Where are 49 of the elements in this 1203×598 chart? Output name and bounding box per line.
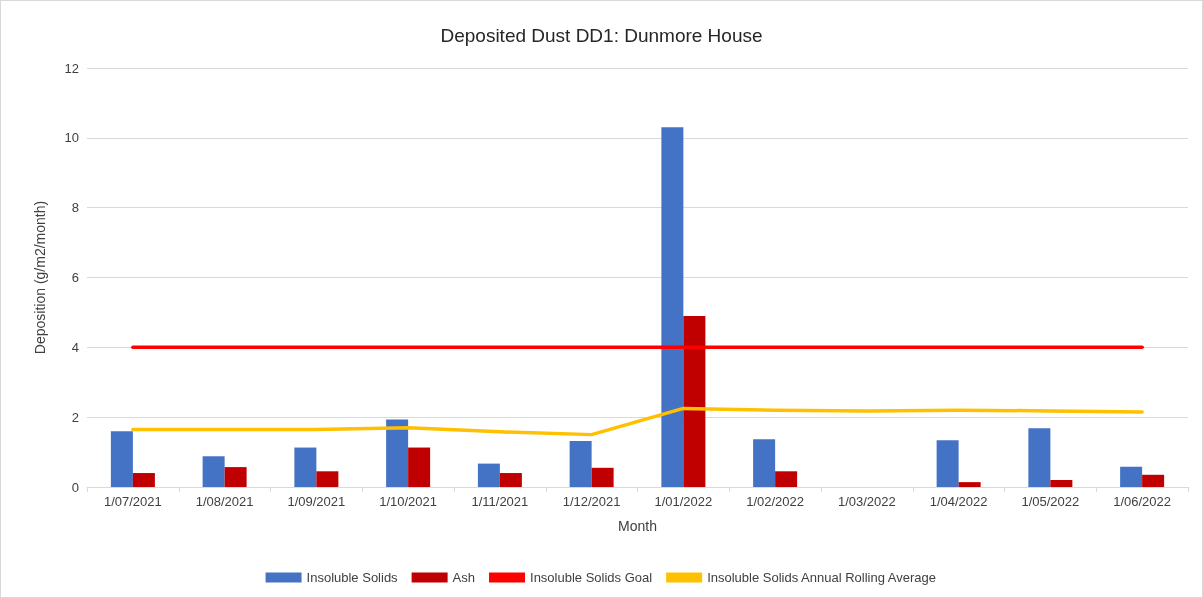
y-tick-label: 8 — [71, 200, 79, 216]
x-tick-label: 1/11/2021 — [471, 494, 529, 509]
bar — [591, 467, 614, 487]
bar — [499, 473, 522, 487]
bar — [936, 440, 959, 487]
bar — [958, 482, 981, 487]
bar — [1120, 466, 1143, 487]
chart-title: Deposited Dust DD1: Dunmore House — [440, 25, 763, 46]
bar — [316, 471, 339, 487]
y-tick-label: 4 — [71, 339, 79, 355]
x-tick-label: 1/05/2022 — [1021, 494, 1080, 509]
bar — [202, 456, 225, 487]
x-tick-label: 1/06/2022 — [1113, 494, 1172, 509]
legend-label: Insoluble Solids — [306, 570, 399, 585]
y-tick-label: 6 — [71, 270, 79, 285]
x-tick-label: 1/10/2021 — [379, 494, 438, 509]
x-tick-label: 1/09/2021 — [287, 494, 346, 509]
x-tick-label: 1/07/2021 — [103, 494, 162, 509]
x-tick-label: 1/12/2021 — [562, 494, 621, 509]
legend-label: Ash — [452, 570, 476, 585]
x-tick-label: 1/03/2022 — [837, 494, 896, 509]
bar — [408, 447, 431, 487]
legend-label: Insoluble Solids Goal — [530, 570, 653, 585]
bar — [477, 463, 500, 487]
bar — [110, 431, 133, 487]
bar — [569, 440, 592, 487]
x-tick-label: 1/08/2021 — [195, 494, 254, 509]
bar — [1050, 480, 1073, 487]
x-axis-title: Month — [618, 518, 657, 534]
bar — [753, 439, 776, 487]
y-axis-title: Deposition (g/m2/month) — [32, 200, 48, 355]
x-tick-label: 1/01/2022 — [654, 494, 713, 509]
bar — [224, 467, 247, 487]
bar — [132, 473, 155, 487]
x-tick-label: 1/02/2022 — [746, 494, 805, 509]
bar — [1028, 428, 1051, 487]
x-tick-label: 1/04/2022 — [929, 494, 988, 509]
bar — [683, 315, 706, 487]
y-tick-label: 12 — [64, 60, 79, 76]
line-series — [131, 406, 1144, 437]
y-tick-label: 2 — [71, 409, 79, 425]
legend-label: Insoluble Solids Annual Rolling Average — [707, 570, 937, 585]
y-tick-label: 10 — [64, 130, 79, 146]
bar — [386, 419, 409, 487]
y-tick-label: 0 — [71, 479, 79, 495]
bar — [775, 471, 798, 487]
bar — [1142, 474, 1165, 487]
bar — [294, 447, 317, 487]
bar — [661, 127, 684, 487]
